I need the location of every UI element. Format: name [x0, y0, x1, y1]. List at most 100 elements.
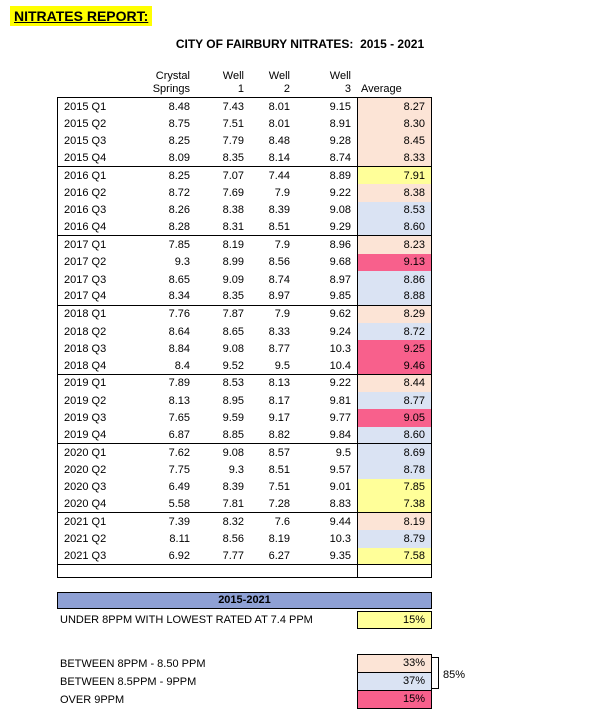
- table-row: 2017 Q2 9.3 8.99 8.56 9.68 9.13: [58, 253, 431, 271]
- cell-quarter: 2016 Q4: [58, 219, 120, 237]
- cell-w2: 7.44: [268, 169, 290, 182]
- table-row: 2016 Q3 8.26 8.38 8.39 9.08 8.53: [58, 201, 431, 220]
- cell-w1: 9.08: [222, 342, 244, 355]
- cell-w2: 8.14: [250, 150, 296, 168]
- cell-w2: 8.13: [268, 377, 290, 390]
- cell-empty: [58, 565, 120, 577]
- cell-w3: 10.3: [329, 533, 351, 546]
- cell-w2: 7.28: [250, 496, 296, 514]
- table-row: 2020 Q2 7.75 9.3 8.51 9.57 8.78: [58, 461, 431, 479]
- cell-w1: 7.07: [222, 169, 244, 182]
- cell-cs: 6.87: [120, 427, 196, 444]
- table-row: 2019 Q3 7.65 9.59 9.17 9.77 9.05: [58, 409, 431, 427]
- table-row: 2018 Q2 8.64 8.65 8.33 9.24 8.72: [58, 322, 431, 341]
- cell-avg: 9.05: [357, 409, 431, 427]
- cell-w2: 7.9: [274, 308, 290, 321]
- report-title: NITRATES REPORT:: [10, 6, 153, 26]
- cell-avg: 8.45: [357, 132, 431, 150]
- cell-w2: 9.5: [250, 357, 296, 375]
- cell-w2: 8.51: [250, 219, 296, 237]
- cell-w1: 9.3: [228, 463, 244, 476]
- cell-w1: 8.99: [222, 256, 244, 269]
- table-row: 2020 Q4 5.58 7.81 7.28 8.83 7.38: [58, 495, 431, 514]
- cell-w2: 8.51: [268, 463, 290, 476]
- col-header-label: Well: [329, 70, 351, 82]
- cell-empty: [250, 565, 296, 577]
- cell-w3: 8.89: [329, 169, 351, 182]
- cell-w3: 9.84: [296, 427, 357, 444]
- cell-avg: 7.58: [357, 547, 431, 566]
- cell-quarter: 2019 Q4: [58, 427, 120, 444]
- cell-w1: 8.65: [222, 325, 244, 338]
- cell-w3: 8.83: [296, 496, 357, 514]
- col-header-well1: Well 1: [196, 70, 250, 96]
- cell-cs: 5.58: [120, 496, 196, 514]
- cell-quarter: 2016 Q1: [64, 169, 107, 182]
- cell-cs: 8.65: [168, 273, 190, 286]
- cell-avg: 9.46: [357, 357, 431, 375]
- table-row: 2017 Q1 7.85 8.19 7.9 8.96 8.23: [58, 236, 431, 254]
- cell-quarter: 2017 Q4: [58, 288, 120, 306]
- cell-cs: 7.76: [168, 308, 190, 321]
- cell-avg: 8.88: [357, 288, 431, 306]
- cell-w3: 9.81: [329, 394, 351, 407]
- cell-quarter: 2017 Q2: [64, 256, 107, 269]
- cell-w2: 8.77: [268, 342, 290, 355]
- cell-w2: 8.48: [268, 135, 290, 148]
- col-header-crystal-springs: Crystal Springs: [120, 70, 196, 96]
- cell-w1: 8.56: [222, 533, 244, 546]
- cell-cs: 8.28: [120, 219, 196, 237]
- cell-w3: 9.28: [329, 135, 351, 148]
- summary-breakdown-value: 33%: [357, 654, 432, 673]
- cell-quarter: 2020 Q2: [64, 463, 107, 476]
- col-header-label: Well: [268, 70, 290, 82]
- table-row: 2018 Q3 8.84 9.08 8.77 10.3 9.25: [58, 340, 431, 358]
- cell-avg: 8.33: [357, 149, 431, 168]
- cell-w2: 8.19: [268, 533, 290, 546]
- cell-avg: 8.69: [357, 443, 431, 462]
- cell-cs: 8.84: [168, 342, 190, 355]
- table-row: 2018 Q1 7.76 7.87 7.9 9.62 8.29: [58, 305, 431, 323]
- cell-w3: 10.4: [296, 357, 357, 375]
- cell-avg: 7.85: [357, 478, 431, 496]
- cell-w3: 8.96: [329, 239, 351, 252]
- cell-cs: 8.34: [120, 288, 196, 306]
- table-row: 2017 Q4 8.34 8.35 8.97 9.85 8.88: [58, 288, 431, 306]
- cell-w3: 8.74: [296, 150, 357, 168]
- cell-w2: 7.51: [268, 481, 290, 494]
- col-header-label: Crystal Springs: [152, 70, 190, 95]
- table-row: 2018 Q4 8.4 9.52 9.5 10.4 9.46: [58, 357, 431, 375]
- cell-cs: 7.62: [168, 446, 190, 459]
- cell-w3: 9.57: [329, 463, 351, 476]
- cell-cs: 8.09: [120, 150, 196, 168]
- table-body: 2015 Q1 8.48 7.43 8.01 9.15 8.27 2015 Q2 8.75 7.…: [57, 97, 432, 579]
- cell-w3: 9.62: [329, 308, 351, 321]
- table-row: 2019 Q4 6.87 8.85 8.82 9.84 8.60: [58, 426, 431, 444]
- cell-empty: [296, 565, 357, 577]
- cell-cs: 8.72: [168, 187, 190, 200]
- summary-breakdown-value: 15%: [357, 690, 432, 709]
- cell-w2: 9.17: [268, 411, 290, 424]
- cell-w1: 7.51: [222, 117, 244, 130]
- table-row: 2021 Q2 8.11 8.56 8.19 10.3 8.79: [58, 530, 431, 548]
- cell-w2: 8.74: [268, 273, 290, 286]
- cell-cs: 7.75: [168, 463, 190, 476]
- cell-w1: 9.59: [222, 411, 244, 424]
- cell-quarter: 2016 Q3: [64, 204, 107, 217]
- cell-w3: 9.22: [329, 377, 351, 390]
- table-header-row: Crystal Springs Well 1 Well 2 Well 3 Ave…: [57, 70, 432, 97]
- cell-w1: 7.87: [222, 308, 244, 321]
- col-header-average: Average: [357, 83, 432, 96]
- table-row: 2015 Q3 8.25 7.79 8.48 9.28 8.45: [58, 132, 431, 150]
- cell-cs: 8.4: [120, 357, 196, 375]
- cell-avg: 7.38: [357, 495, 431, 514]
- cell-avg: 8.79: [357, 530, 431, 548]
- table-row: 2020 Q3 6.49 8.39 7.51 9.01 7.85: [58, 478, 431, 496]
- cell-w2: 8.56: [268, 256, 290, 269]
- cell-w1: 7.81: [196, 496, 250, 514]
- cell-w1: 8.39: [222, 481, 244, 494]
- table-row: 2015 Q2 8.75 7.51 8.01 8.91 8.30: [58, 115, 431, 133]
- cell-w1: 8.35: [196, 150, 250, 168]
- cell-w2: 7.9: [274, 187, 290, 200]
- cell-w3: 9.01: [329, 481, 351, 494]
